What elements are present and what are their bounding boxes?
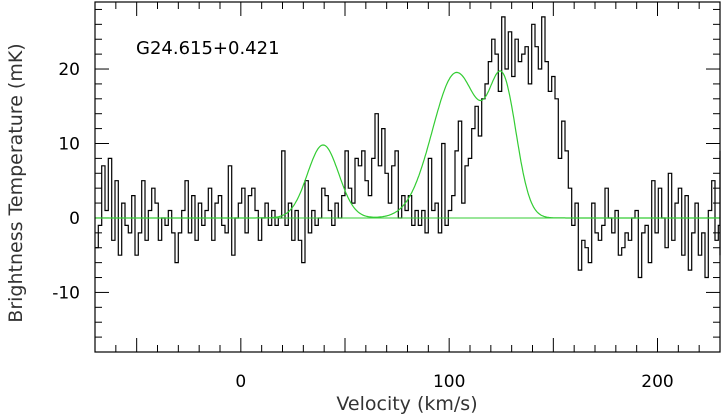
observed-spectrum-line bbox=[95, 16, 721, 279]
y-axis-label: Brightness Temperature (mK) bbox=[5, 43, 27, 322]
x-tick-label: 100 bbox=[433, 372, 465, 392]
x-axis-label: Velocity (km/s) bbox=[336, 393, 477, 415]
source-annotation: G24.615+0.421 bbox=[136, 38, 280, 59]
y-tick-label: 0 bbox=[69, 209, 80, 229]
plot-frame bbox=[94, 1, 721, 353]
y-tick-labels: -10 0 10 20 bbox=[52, 60, 80, 303]
y-tick-label: -10 bbox=[52, 283, 80, 303]
y-tick-label: 10 bbox=[58, 134, 80, 154]
x-tick-labels: 0 100 200 bbox=[235, 372, 673, 392]
y-tick-label: 20 bbox=[58, 60, 80, 80]
x-tick-label: 0 bbox=[235, 372, 246, 392]
x-tick-label: 200 bbox=[641, 372, 673, 392]
